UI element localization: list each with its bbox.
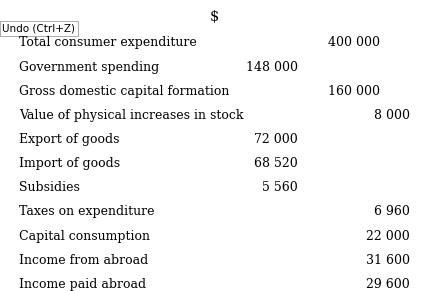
- Text: Subsidies: Subsidies: [19, 181, 80, 194]
- Text: Import of goods: Import of goods: [19, 157, 121, 170]
- Text: Government spending: Government spending: [19, 61, 160, 74]
- Text: Export of goods: Export of goods: [19, 133, 120, 146]
- Text: Income paid abroad: Income paid abroad: [19, 278, 146, 291]
- Text: 31 600: 31 600: [366, 254, 410, 267]
- Text: Capital consumption: Capital consumption: [19, 230, 150, 243]
- Text: Total consumer expenditure: Total consumer expenditure: [19, 36, 197, 49]
- Text: Undo (Ctrl+Z): Undo (Ctrl+Z): [2, 23, 75, 33]
- Text: $: $: [210, 10, 219, 24]
- Text: 8 000: 8 000: [374, 109, 410, 122]
- Text: 160 000: 160 000: [328, 85, 380, 98]
- Text: 68 520: 68 520: [254, 157, 298, 170]
- Text: Value of physical increases in stock: Value of physical increases in stock: [19, 109, 244, 122]
- Text: Income from abroad: Income from abroad: [19, 254, 148, 267]
- Text: 400 000: 400 000: [328, 36, 380, 49]
- Text: 148 000: 148 000: [246, 61, 298, 74]
- Text: 29 600: 29 600: [366, 278, 410, 291]
- Text: Gross domestic capital formation: Gross domestic capital formation: [19, 85, 230, 98]
- Text: 22 000: 22 000: [366, 230, 410, 243]
- Text: 6 960: 6 960: [374, 205, 410, 219]
- Text: 72 000: 72 000: [254, 133, 298, 146]
- Text: Taxes on expenditure: Taxes on expenditure: [19, 205, 155, 219]
- Text: 5 560: 5 560: [263, 181, 298, 194]
